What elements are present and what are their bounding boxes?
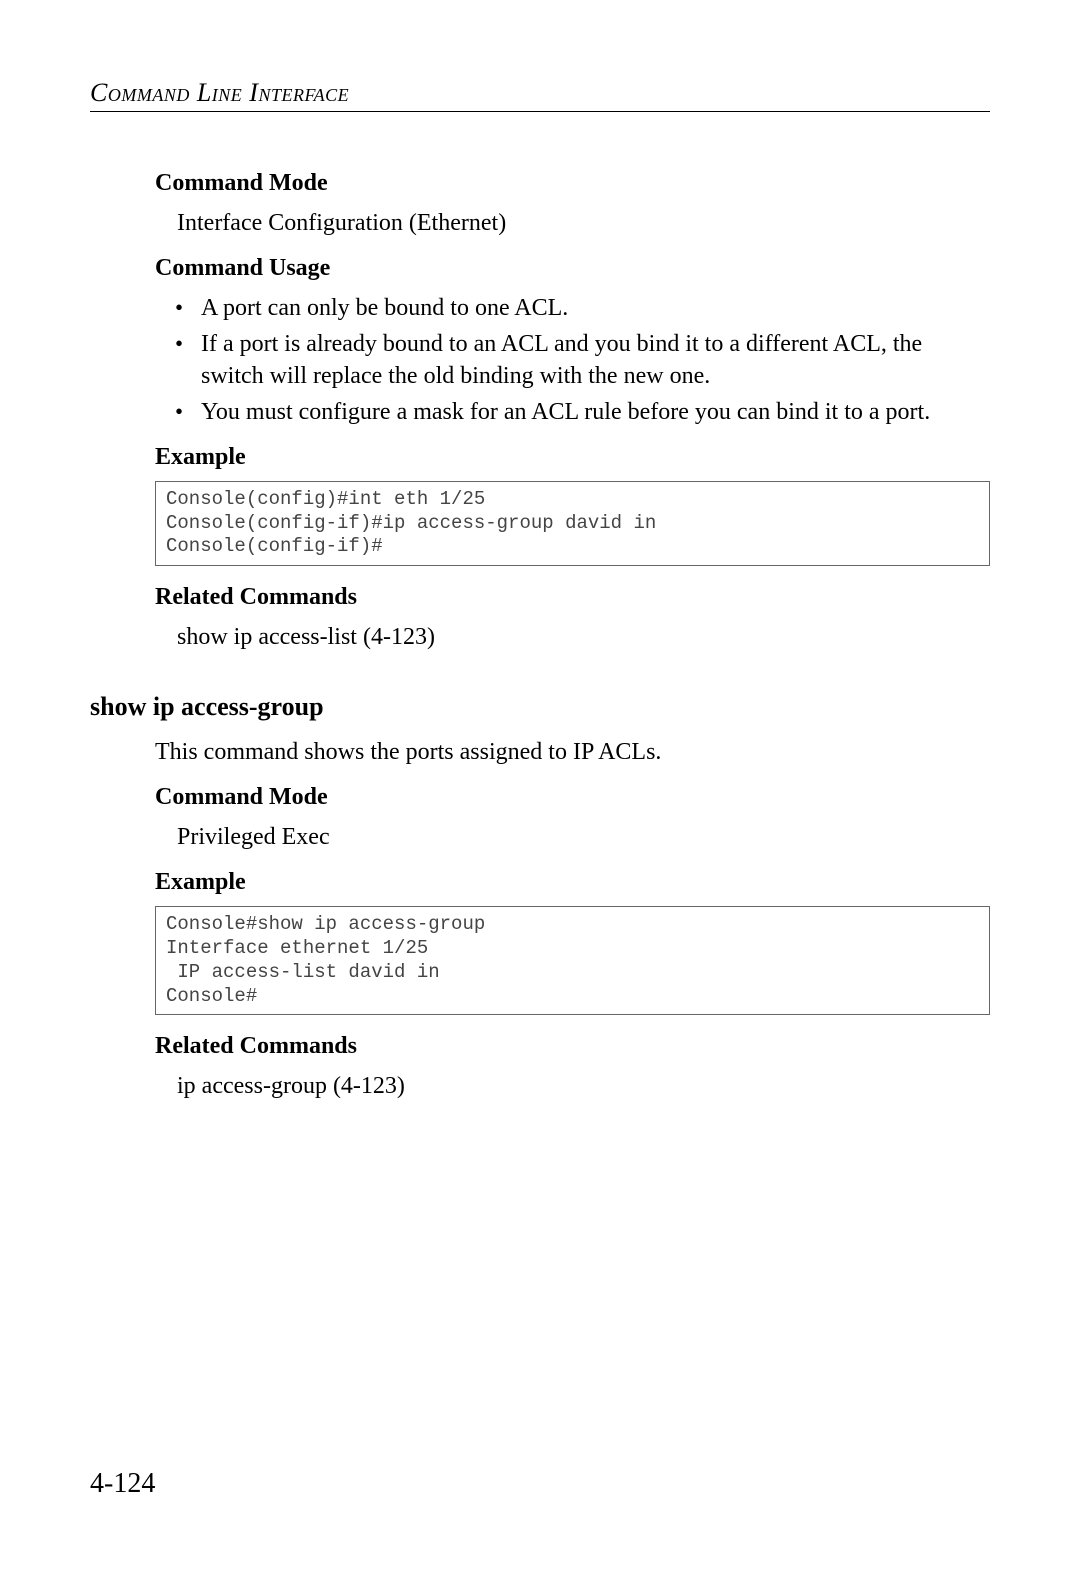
- command-intro: This command shows the ports assigned to…: [155, 736, 990, 768]
- heading-example: Example: [155, 444, 990, 471]
- content-area: Command Mode Interface Configuration (Et…: [90, 170, 990, 1103]
- heading-command-mode-2: Command Mode: [155, 784, 990, 811]
- command-heading: show ip access-group: [90, 692, 990, 722]
- page-number: 4-124: [90, 1468, 155, 1500]
- text-related-commands: show ip access-list (4-123): [177, 621, 990, 653]
- running-header: Command Line Interface: [90, 78, 990, 108]
- list-item: You must configure a mask for an ACL rul…: [175, 396, 990, 428]
- text-command-mode-2: Privileged Exec: [177, 821, 990, 853]
- page: Command Line Interface Command Mode Inte…: [0, 0, 1080, 1179]
- list-item: A port can only be bound to one ACL.: [175, 292, 990, 324]
- text-related-commands-2: ip access-group (4-123): [177, 1070, 990, 1102]
- heading-command-usage: Command Usage: [155, 255, 990, 282]
- heading-command-mode: Command Mode: [155, 170, 990, 197]
- usage-list: A port can only be bound to one ACL. If …: [175, 292, 990, 428]
- heading-example-2: Example: [155, 869, 990, 896]
- heading-related-commands: Related Commands: [155, 584, 990, 611]
- code-example-2: Console#show ip access-group Interface e…: [155, 906, 990, 1015]
- text-command-mode: Interface Configuration (Ethernet): [177, 207, 990, 239]
- list-item: If a port is already bound to an ACL and…: [175, 328, 990, 393]
- heading-related-commands-2: Related Commands: [155, 1033, 990, 1060]
- header-rule: [90, 111, 990, 112]
- code-example-1: Console(config)#int eth 1/25 Console(con…: [155, 481, 990, 566]
